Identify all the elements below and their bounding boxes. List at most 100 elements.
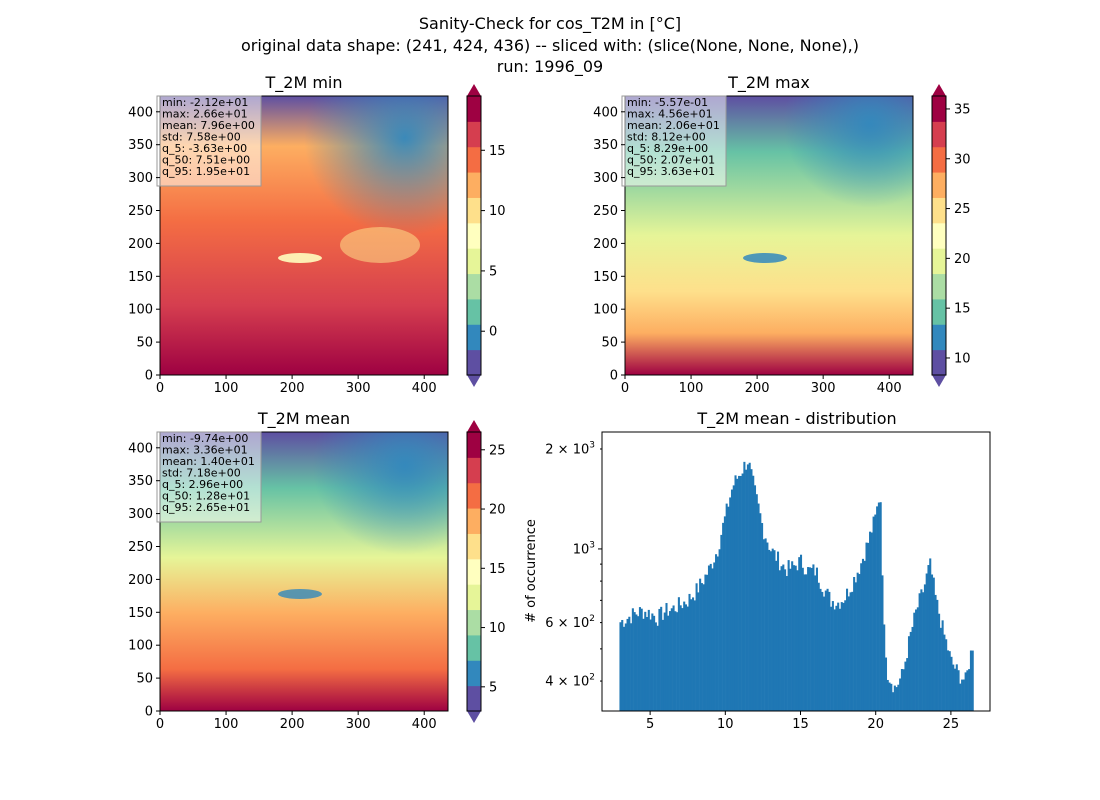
histogram-bar [640, 608, 643, 711]
histogram-bar [771, 548, 774, 711]
histogram-bar [884, 657, 888, 711]
colorbar-extend-min [467, 711, 481, 723]
histogram-bar [723, 516, 726, 711]
histogram-bar [656, 625, 659, 711]
histogram-bar [966, 670, 969, 711]
colorbar-segment [467, 172, 481, 198]
histogram-bar [725, 503, 728, 711]
histogram-bar [925, 573, 928, 711]
histogram-bar [766, 542, 769, 711]
axes-frame [159, 431, 449, 712]
stats-line: q_95: 2.65e+01 [162, 501, 250, 514]
stats-line: std: 8.12e+00 [627, 131, 706, 144]
stats-line: q_95: 1.95e+01 [162, 165, 250, 178]
stats-line: min: -2.12e+01 [162, 96, 248, 109]
y-tick-label: 250 [593, 204, 618, 219]
histogram-bar [807, 567, 810, 711]
histogram-bar [720, 534, 723, 711]
histogram-bar [851, 591, 854, 711]
histogram-bar [693, 600, 696, 711]
y-tick-label: 50 [601, 336, 618, 351]
histogram-bar [738, 475, 741, 711]
histogram-bar [930, 574, 934, 711]
histogram-bar [785, 576, 788, 711]
colorbar-extend-max [467, 84, 481, 96]
histogram-bar [711, 568, 714, 711]
histogram-bar [911, 626, 914, 711]
histogram-bar [628, 616, 631, 711]
histogram-bar [936, 599, 939, 711]
stats-line: q_5: 8.29e+00 [627, 142, 708, 155]
colorbar-tick-label: 10 [489, 204, 506, 219]
histogram-bar [934, 594, 937, 711]
histogram-bar [645, 616, 649, 711]
colorbar-segment [467, 634, 481, 661]
histogram-bar [715, 554, 718, 711]
colorbar-frame [466, 95, 482, 376]
x-tick-label: 300 [811, 381, 836, 396]
x-tick-label: 0 [156, 381, 164, 396]
histogram-bar [906, 658, 909, 711]
colorbar-segment [467, 197, 481, 224]
histogram-bar [663, 612, 666, 711]
stats-line: mean: 2.06e+01 [627, 119, 720, 132]
colorbar-tick-label: 30 [954, 152, 971, 167]
colorbar-segment [467, 482, 481, 509]
histogram-bar [791, 561, 794, 711]
y-tick-label: 300 [128, 171, 153, 186]
histogram-bar [869, 531, 872, 711]
y-tick-label: 300 [593, 171, 618, 186]
histogram-bar [700, 583, 703, 711]
histogram-bar [798, 557, 801, 711]
stats-line: q_5: 2.96e+00 [162, 478, 243, 491]
colorbar-tick-label: 15 [954, 302, 971, 317]
histogram-bar [681, 608, 684, 711]
histogram-bar [702, 584, 705, 711]
colorbar-tick-label: 25 [954, 202, 971, 217]
y-tick-label: 100 [128, 639, 153, 654]
x-tick-label: 300 [346, 381, 371, 396]
histogram-bar [660, 606, 663, 711]
histogram-bar [856, 572, 859, 711]
histogram-bar [784, 569, 787, 711]
histogram-bar [938, 613, 941, 711]
histogram-bar [971, 650, 974, 711]
histogram-bar [814, 575, 817, 711]
y-tick-label: 200 [128, 237, 153, 252]
histogram-bar [780, 566, 783, 711]
histogram-bar [823, 596, 826, 711]
histogram-bar [837, 602, 840, 711]
stats-line: q_5: -3.63e+00 [162, 142, 247, 155]
histogram-bar [904, 661, 907, 711]
colorbar-segment [467, 457, 481, 484]
histogram-bar [833, 609, 836, 711]
histogram-bar [959, 683, 962, 711]
histogram-bar [631, 608, 634, 711]
histogram-bar [835, 605, 838, 711]
histogram-bar [964, 672, 967, 711]
histogram-bar [902, 669, 905, 711]
histogram-bar [853, 577, 856, 711]
colorbar-frame [931, 95, 947, 376]
histogram-bar [805, 574, 808, 711]
histogram-bar [886, 679, 889, 711]
stats-line: q_95: 3.63e+01 [627, 165, 715, 178]
colorbar-segment [932, 96, 946, 122]
colorbar-tick-label: 10 [954, 351, 971, 366]
y-tick-label: 300 [128, 507, 153, 522]
y-minor-tick-label: 4 × 102 [545, 673, 595, 690]
histogram-bar [854, 582, 857, 711]
histogram-bar [782, 564, 785, 711]
x-tick-label: 200 [745, 381, 770, 396]
histogram-bar [877, 502, 880, 711]
axes-frame [624, 95, 914, 376]
histogram-bar [729, 497, 732, 711]
histogram-bar [831, 601, 834, 711]
histogram-bar [808, 567, 811, 711]
histogram-bar [870, 532, 873, 711]
histogram-bar [674, 611, 677, 711]
histogram-bar [750, 469, 753, 711]
x-tick-label: 200 [280, 381, 305, 396]
colorbar-tick-label: 15 [489, 144, 506, 159]
y-tick-label: 400 [128, 105, 153, 120]
